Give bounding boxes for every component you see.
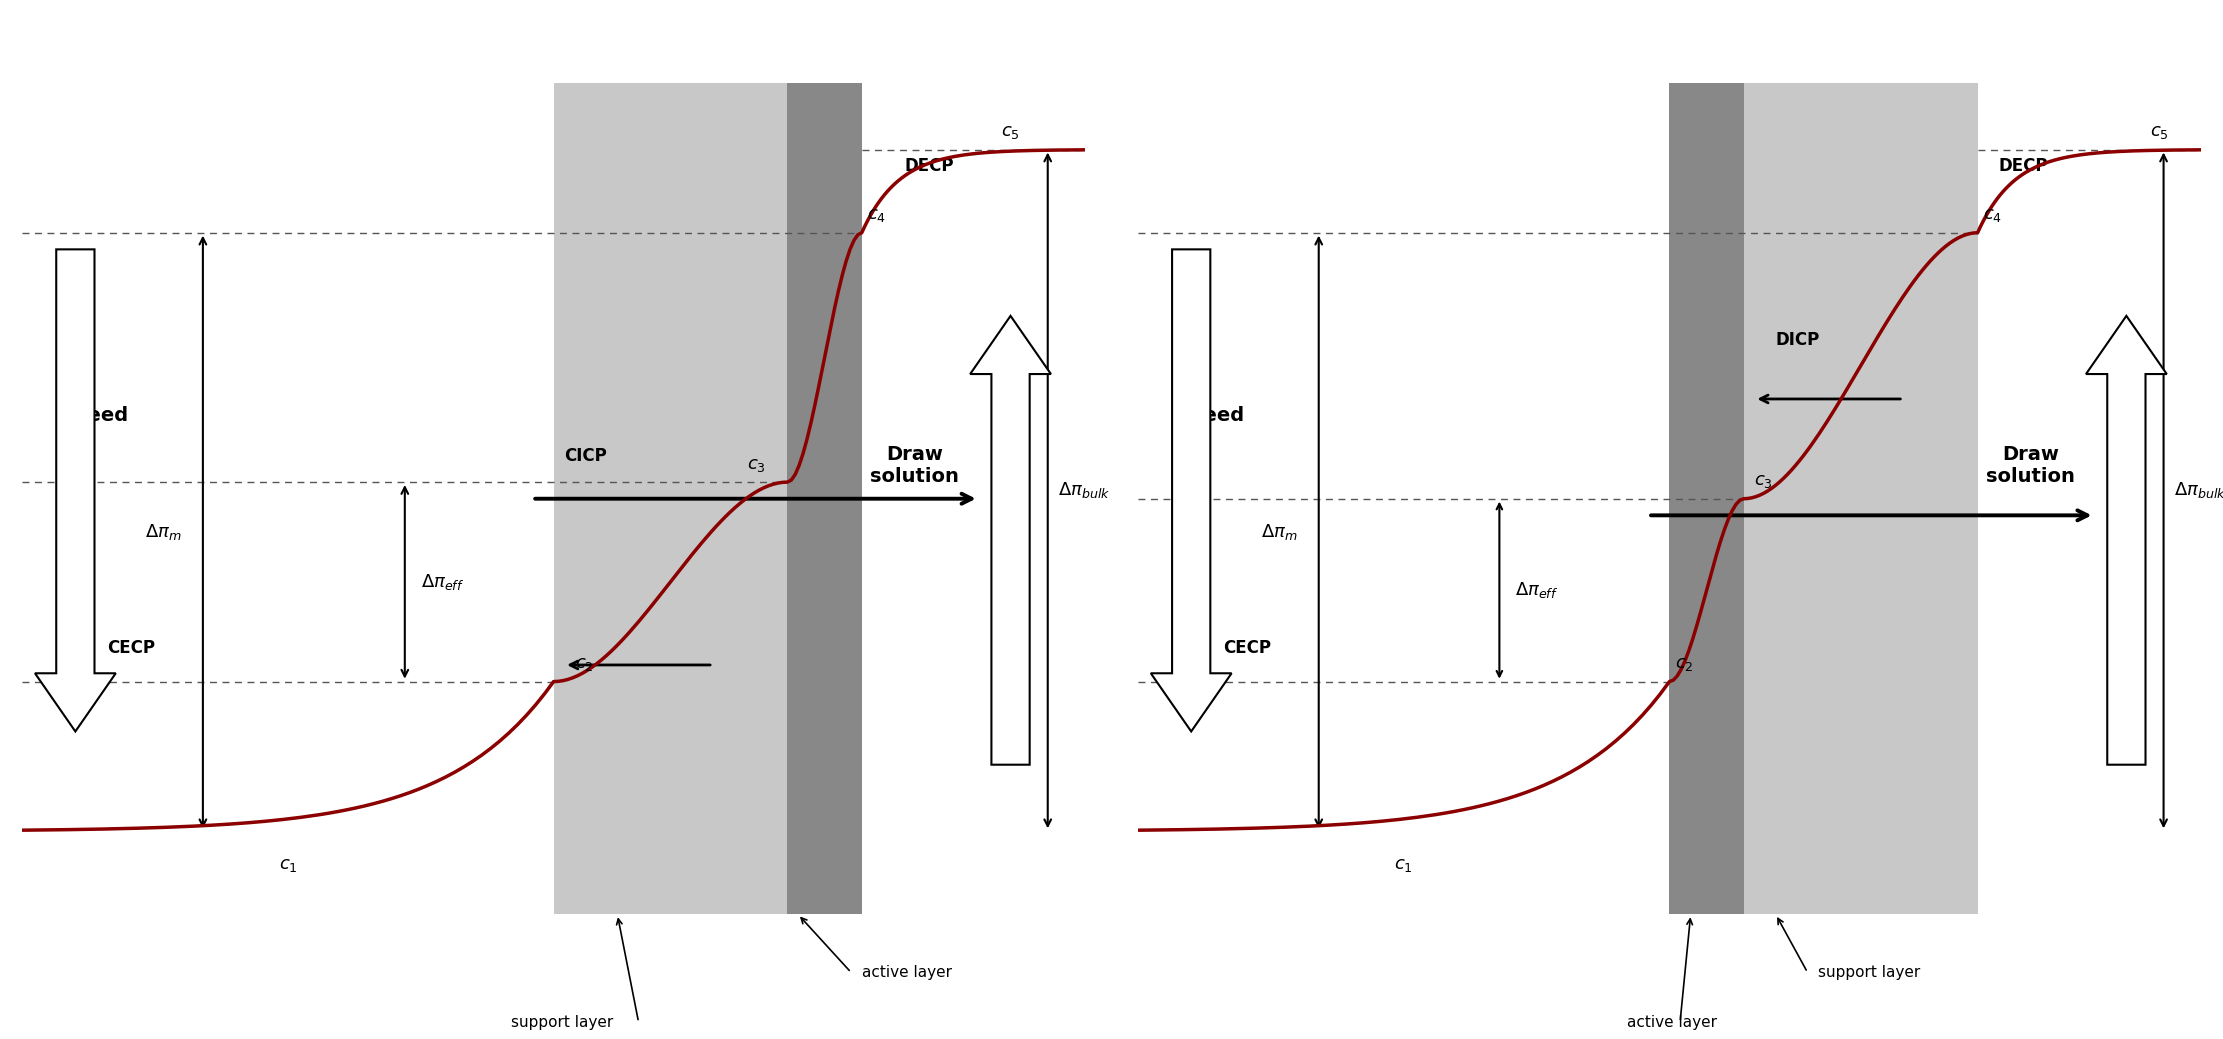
Text: CICP: CICP bbox=[565, 448, 607, 465]
Bar bbox=[1743, 83, 1978, 914]
Text: $c_3$: $c_3$ bbox=[747, 456, 767, 474]
Text: DECP: DECP bbox=[905, 157, 954, 176]
Text: DICP: DICP bbox=[1776, 331, 1821, 349]
Text: $\Delta\pi_{eff}$: $\Delta\pi_{eff}$ bbox=[1516, 580, 1558, 601]
Text: $c_2$: $c_2$ bbox=[576, 656, 594, 673]
Text: $c_1$: $c_1$ bbox=[278, 856, 298, 874]
Text: $c_5$: $c_5$ bbox=[1000, 124, 1020, 141]
Text: active layer: active layer bbox=[863, 965, 951, 980]
Text: Feed: Feed bbox=[76, 406, 129, 425]
Text: CECP: CECP bbox=[1223, 639, 1272, 657]
Text: support layer: support layer bbox=[511, 1015, 614, 1030]
Polygon shape bbox=[36, 249, 116, 731]
Text: Feed: Feed bbox=[1192, 406, 1245, 425]
Text: support layer: support layer bbox=[1818, 965, 1921, 980]
Text: $\Delta\pi_{eff}$: $\Delta\pi_{eff}$ bbox=[420, 571, 465, 592]
Polygon shape bbox=[969, 316, 1051, 765]
Text: $\Delta\pi_{bulk}$: $\Delta\pi_{bulk}$ bbox=[2174, 480, 2223, 501]
Text: $c_4$: $c_4$ bbox=[1983, 207, 2003, 224]
Text: $\Delta\pi_m$: $\Delta\pi_m$ bbox=[1260, 522, 1298, 542]
Text: $c_3$: $c_3$ bbox=[1754, 473, 1774, 490]
Text: CECP: CECP bbox=[107, 639, 156, 657]
Text: Draw
solution: Draw solution bbox=[871, 445, 960, 486]
Bar bbox=[1669, 83, 1743, 914]
Text: $c_2$: $c_2$ bbox=[1674, 656, 1694, 673]
Polygon shape bbox=[1152, 249, 1232, 731]
Text: $c_4$: $c_4$ bbox=[867, 207, 887, 224]
Text: $c_1$: $c_1$ bbox=[1394, 856, 1414, 874]
Text: DECP: DECP bbox=[1998, 157, 2047, 176]
Text: active layer: active layer bbox=[1627, 1015, 1716, 1030]
Polygon shape bbox=[2085, 316, 2167, 765]
Bar bbox=[554, 83, 787, 914]
Text: Draw
solution: Draw solution bbox=[1987, 445, 2076, 486]
Text: $\Delta\pi_{bulk}$: $\Delta\pi_{bulk}$ bbox=[1058, 480, 1112, 501]
Bar bbox=[787, 83, 863, 914]
Text: $\Delta\pi_m$: $\Delta\pi_m$ bbox=[144, 522, 182, 542]
Text: $c_5$: $c_5$ bbox=[2150, 124, 2170, 141]
